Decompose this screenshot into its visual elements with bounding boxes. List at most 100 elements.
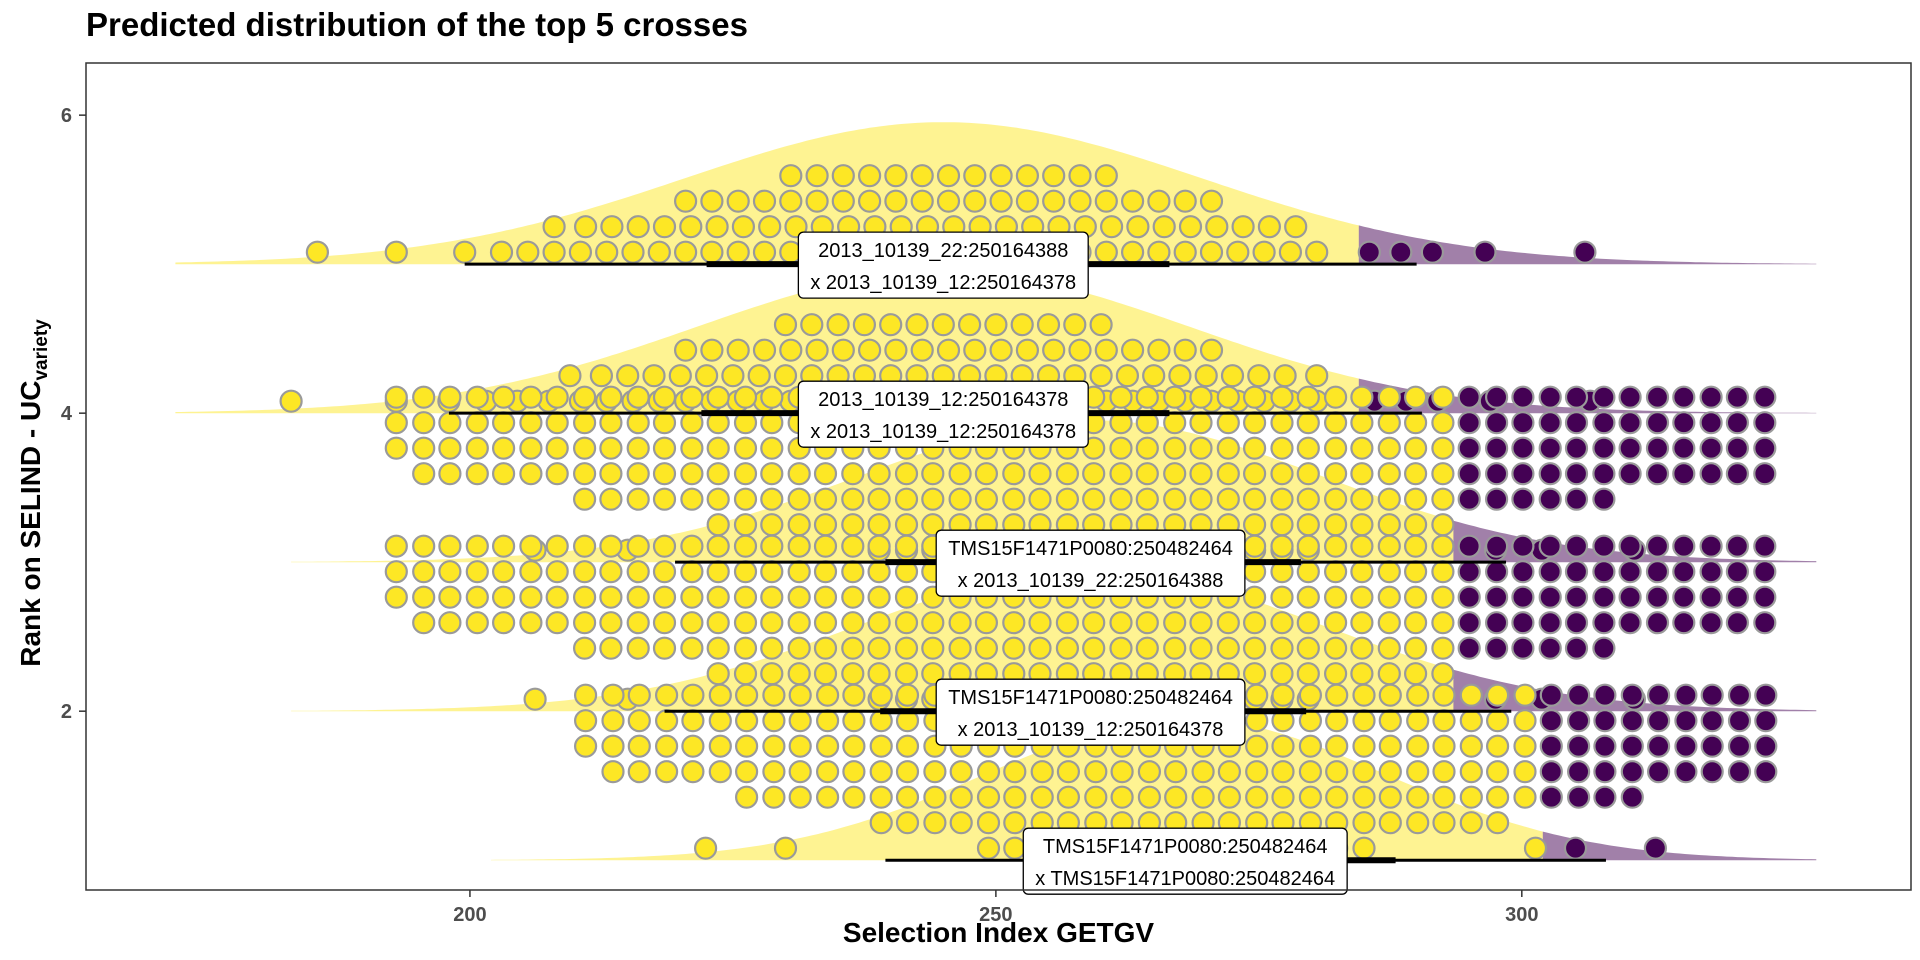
dot-rank-1 [1352, 811, 1376, 835]
dot-rank-5 [1278, 240, 1303, 264]
dot-rank-4 [1089, 313, 1113, 337]
dot-rank-1 [1245, 785, 1269, 809]
dot-rank-1 [1485, 811, 1510, 835]
dot-rank-3 [1296, 487, 1320, 511]
y-tick-label: 2 [61, 701, 72, 723]
dot-rank-1 [869, 683, 893, 707]
density-high-rank-5 [1358, 225, 1817, 265]
dot-rank-3 [1242, 462, 1267, 486]
dot-rank-5 [1389, 240, 1413, 264]
dot-rank-5 [305, 240, 329, 264]
dot-rank-3 [1699, 385, 1723, 409]
dot-rank-3 [652, 462, 677, 486]
dot-rank-1 [1620, 709, 1644, 733]
dot-rank-3 [1296, 385, 1320, 409]
dot-rank-1 [1566, 683, 1591, 707]
dot-rank-1 [815, 760, 840, 784]
dot-rank-5 [805, 189, 829, 213]
dot-rank-3 [1484, 385, 1509, 409]
dot-rank-1 [1459, 811, 1483, 835]
cross-label-line1-rank-2: TMS15F1471P0080:250482464 [948, 687, 1233, 709]
dot-rank-1 [1593, 734, 1617, 758]
dot-rank-3 [1002, 487, 1026, 511]
dot-rank-1 [923, 760, 947, 784]
dot-rank-2 [1725, 534, 1750, 558]
dot-rank-3 [1350, 385, 1374, 409]
dot-rank-3 [652, 436, 677, 460]
dot-rank-1 [1378, 709, 1402, 733]
dot-rank-3 [1270, 513, 1294, 537]
dot-rank-2 [760, 611, 784, 635]
dot-rank-2 [1242, 636, 1267, 660]
dot-rank-1 [949, 811, 973, 835]
dot-rank-1 [1217, 785, 1242, 809]
dot-rank-3 [974, 487, 999, 511]
dot-rank-2 [412, 560, 436, 584]
dot-rank-4 [694, 364, 719, 388]
dot-rank-1 [895, 811, 920, 835]
dot-rank-4 [700, 338, 724, 362]
dot-rank-4 [589, 364, 614, 388]
dot-rank-1 [1137, 760, 1162, 784]
dot-rank-2 [733, 534, 758, 558]
dot-rank-3 [412, 436, 436, 460]
dot-rank-3 [412, 411, 436, 435]
dot-rank-2 [1484, 611, 1509, 635]
dot-rank-3 [1403, 436, 1428, 460]
dot-rank-1 [627, 683, 651, 707]
dot-rank-3 [1216, 487, 1240, 511]
dot-rank-3 [1242, 487, 1267, 511]
dot-rank-3 [465, 462, 489, 486]
dot-rank-3 [492, 462, 516, 486]
dot-rank-2 [1645, 560, 1670, 584]
cross-label-line1-rank-5: 2013_10139_22:250164388 [818, 240, 1068, 262]
dot-rank-1 [895, 760, 920, 784]
dot-rank-5 [595, 240, 619, 264]
cross-label-line2-rank-3: x 2013_10139_22:250164388 [958, 570, 1224, 592]
dot-rank-3 [1163, 487, 1187, 511]
dot-rank-2 [867, 662, 891, 686]
dot-rank-2 [492, 560, 516, 584]
dot-rank-1 [1432, 760, 1456, 784]
dot-rank-1 [681, 709, 705, 733]
dot-rank-2 [1296, 534, 1320, 558]
dot-rank-1 [1298, 785, 1323, 809]
dot-rank-1 [1003, 836, 1027, 860]
dot-rank-2 [519, 611, 543, 635]
dot-rank-3 [1725, 436, 1750, 460]
dot-rank-5 [453, 240, 477, 264]
dot-rank-5 [884, 164, 908, 188]
dot-rank-2 [572, 585, 597, 609]
dot-rank-2 [1484, 534, 1509, 558]
dot-rank-3 [1618, 462, 1642, 486]
dot-rank-2 [867, 611, 891, 635]
dot-rank-1 [1700, 709, 1724, 733]
dot-rank-2 [841, 662, 865, 686]
dot-rank-1 [1727, 683, 1752, 707]
dot-rank-5 [542, 215, 566, 239]
dot-rank-3 [1377, 385, 1401, 409]
dot-rank-2 [813, 662, 838, 686]
dot-rank-1 [1325, 734, 1349, 758]
dot-rank-3 [465, 385, 489, 409]
dot-rank-3 [1028, 462, 1052, 486]
dot-rank-1 [708, 734, 732, 758]
dot-rank-3 [1270, 487, 1294, 511]
dot-rank-3 [1457, 411, 1481, 435]
dot-rank-5 [1152, 215, 1176, 239]
dot-rank-4 [1168, 364, 1192, 388]
dot-rank-2 [1216, 636, 1240, 660]
dot-rank-3 [519, 385, 543, 409]
cross-label-line1-rank-1: TMS15F1471P0080:250482464 [1043, 836, 1328, 858]
dot-rank-4 [752, 338, 777, 362]
dot-rank-2 [1350, 534, 1374, 558]
dot-rank-4 [1068, 338, 1092, 362]
dot-rank-1 [923, 811, 947, 835]
dot-rank-1 [815, 785, 840, 809]
dot-rank-3 [626, 385, 650, 409]
dot-rank-1 [734, 734, 759, 758]
dot-rank-2 [733, 636, 758, 660]
dot-rank-2 [1403, 534, 1428, 558]
dot-rank-1 [1539, 734, 1563, 758]
dot-rank-5 [936, 164, 961, 188]
